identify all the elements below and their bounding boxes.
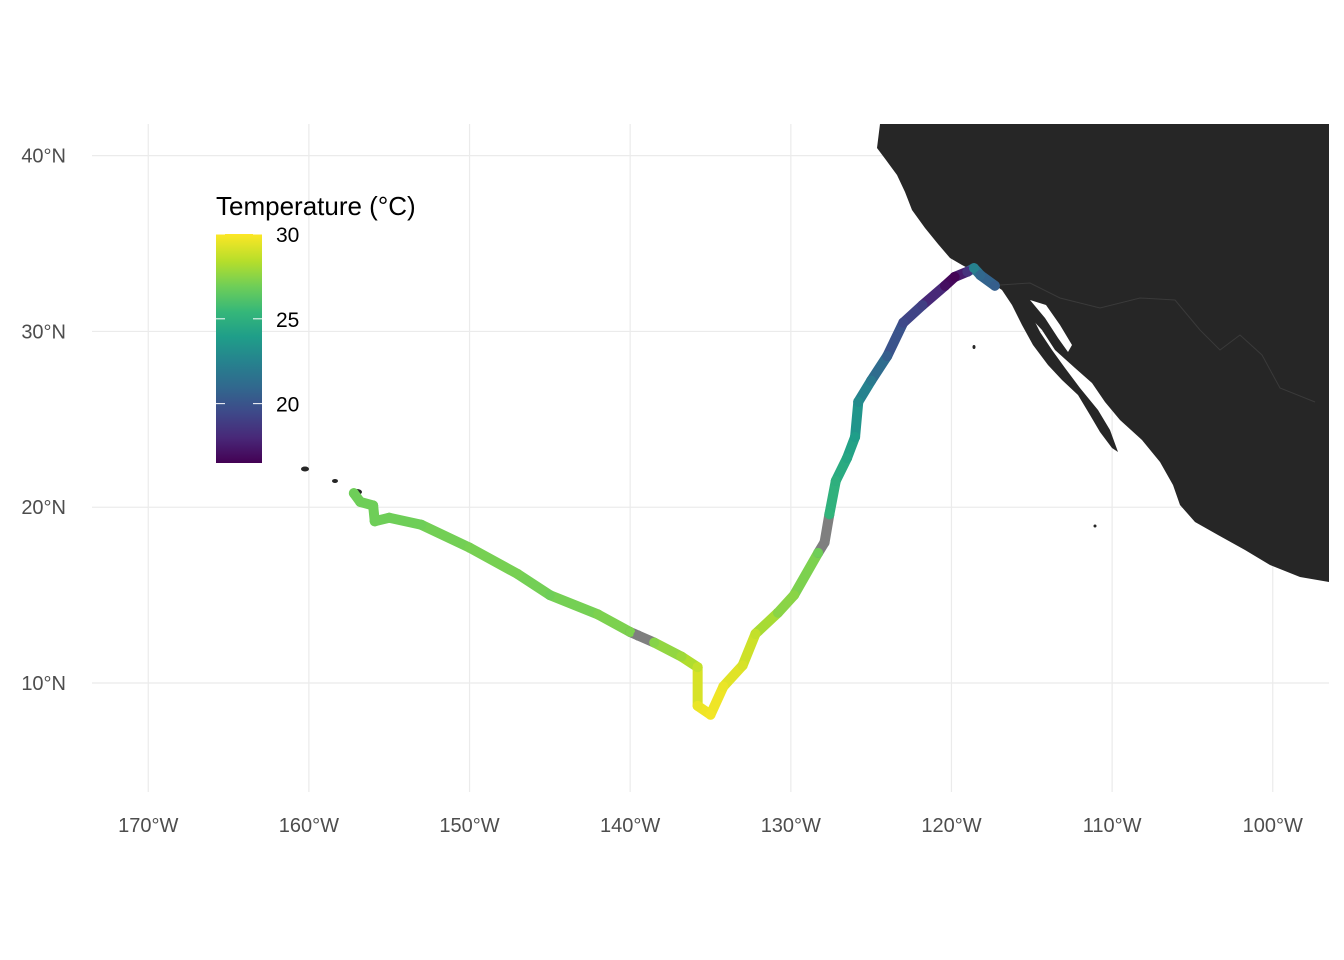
temperature-legend: Temperature (°C) 30 25 20 <box>216 191 416 463</box>
track-point <box>789 590 800 601</box>
track-segment <box>850 396 864 442</box>
track-point <box>512 569 523 580</box>
track-point <box>850 431 861 442</box>
x-tick-label: 100°W <box>1243 815 1303 837</box>
x-tick-label: 110°W <box>1083 815 1142 837</box>
legend-break-label: 30 <box>276 224 299 247</box>
legend-break-label: 25 <box>276 309 299 332</box>
track-point <box>692 700 703 711</box>
track-point <box>824 509 835 520</box>
hawaii-kauai <box>301 466 309 472</box>
track-point <box>544 590 555 601</box>
track-point <box>772 607 783 618</box>
hawaii-oahu <box>332 479 338 483</box>
track-point <box>737 660 748 671</box>
track-point <box>355 496 366 507</box>
north-america-landmass <box>877 124 1329 582</box>
track-segment <box>593 609 636 638</box>
x-tick-label: 120°W <box>921 815 981 837</box>
track-point <box>949 271 960 282</box>
track-segment <box>384 512 427 530</box>
y-axis-ticks: 10°N 20°N 30°N 40°N <box>21 146 66 695</box>
socorro-island <box>1093 524 1097 528</box>
track-point <box>830 475 841 486</box>
track-point <box>384 512 395 523</box>
track-point <box>940 280 951 291</box>
track-point <box>718 681 729 692</box>
channel-islands <box>942 243 948 247</box>
x-tick-label: 160°W <box>279 815 339 837</box>
track-point <box>633 630 644 641</box>
track-point <box>369 516 380 527</box>
track-point <box>416 519 427 530</box>
track-point <box>882 351 893 362</box>
guadalupe-island <box>972 345 976 349</box>
track-point <box>464 542 475 553</box>
track-segment <box>512 569 555 601</box>
land-layer <box>301 124 1329 582</box>
mexico-us-border <box>999 282 1316 403</box>
track-point <box>348 488 359 499</box>
track-segment <box>464 542 523 580</box>
track-point <box>649 637 660 648</box>
track-segment <box>416 519 475 553</box>
y-tick-label: 30°N <box>21 321 66 343</box>
track-point <box>676 651 687 662</box>
y-tick-label: 10°N <box>21 673 66 695</box>
ship-track <box>348 263 1000 720</box>
y-tick-label: 40°N <box>21 146 66 168</box>
gulf-of-california <box>1030 300 1072 352</box>
legend-title: Temperature (°C) <box>216 191 416 221</box>
track-segment <box>882 317 909 362</box>
track-point <box>968 263 979 274</box>
track-point <box>625 627 636 638</box>
track-point <box>842 453 853 463</box>
track-point <box>705 709 716 720</box>
x-tick-label: 170°W <box>118 815 178 837</box>
track-point <box>853 396 864 407</box>
legend-breaks: 30 25 20 <box>216 224 299 417</box>
track-point <box>750 628 761 639</box>
baja-california-peninsula <box>1002 290 1118 452</box>
x-tick-label: 140°W <box>600 815 660 837</box>
track-segment <box>544 590 604 620</box>
x-tick-label: 150°W <box>439 815 499 837</box>
track-segment <box>705 681 729 720</box>
track-point <box>813 547 824 558</box>
track-point <box>989 280 1000 291</box>
track-point <box>819 537 830 548</box>
track-point <box>898 317 909 328</box>
track-segment <box>750 607 783 639</box>
legend-colorbar <box>216 234 262 463</box>
track-segment <box>824 475 841 520</box>
x-axis-ticks: 170°W 160°W 150°W 140°W 130°W 120°W 110°W 100°W <box>118 815 1303 837</box>
track-point <box>917 300 928 311</box>
track-point <box>368 500 379 511</box>
y-tick-label: 20°N <box>21 497 66 519</box>
track-point <box>975 270 986 281</box>
track-segment <box>737 628 761 671</box>
track-point <box>866 375 877 386</box>
track-segment <box>789 547 824 601</box>
track-segment <box>649 637 687 662</box>
x-tick-label: 130°W <box>761 815 821 837</box>
track-point <box>692 662 703 673</box>
legend-break-label: 20 <box>276 394 299 417</box>
track-point <box>593 609 604 620</box>
